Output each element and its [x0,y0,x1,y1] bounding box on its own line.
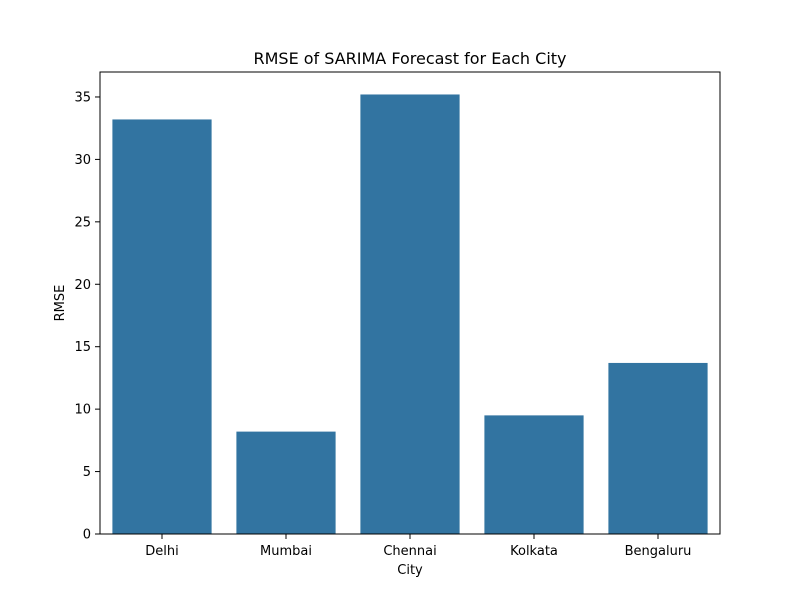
y-axis-label: RMSE [53,285,68,322]
bar-chennai [360,94,460,534]
x-tick-label: Bengaluru [625,544,692,559]
y-tick-label: 25 [74,215,91,230]
x-tick-label: Chennai [383,544,436,559]
x-axis: Delhi Mumbai Chennai Kolkata Bengaluru [145,534,691,559]
y-tick-label: 5 [83,465,91,480]
y-tick-label: 30 [74,153,91,168]
chart-title: RMSE of SARIMA Forecast for Each City [253,49,566,68]
y-axis: 0 5 10 15 20 25 30 35 [74,90,100,543]
y-tick-label: 15 [74,340,91,355]
bar-kolkata [484,415,584,534]
x-tick-label: Kolkata [510,544,558,559]
bar-mumbai [236,431,336,534]
y-tick-label: 10 [74,403,91,418]
bars-layer [112,94,708,535]
y-tick-label: 35 [74,90,91,105]
x-axis-label: City [397,563,423,578]
y-tick-label: 20 [74,278,91,293]
x-tick-label: Mumbai [260,544,312,559]
bar-bengaluru [608,362,708,534]
y-tick-label: 0 [83,528,91,543]
bar-delhi [112,119,212,535]
x-tick-label: Delhi [145,544,178,559]
